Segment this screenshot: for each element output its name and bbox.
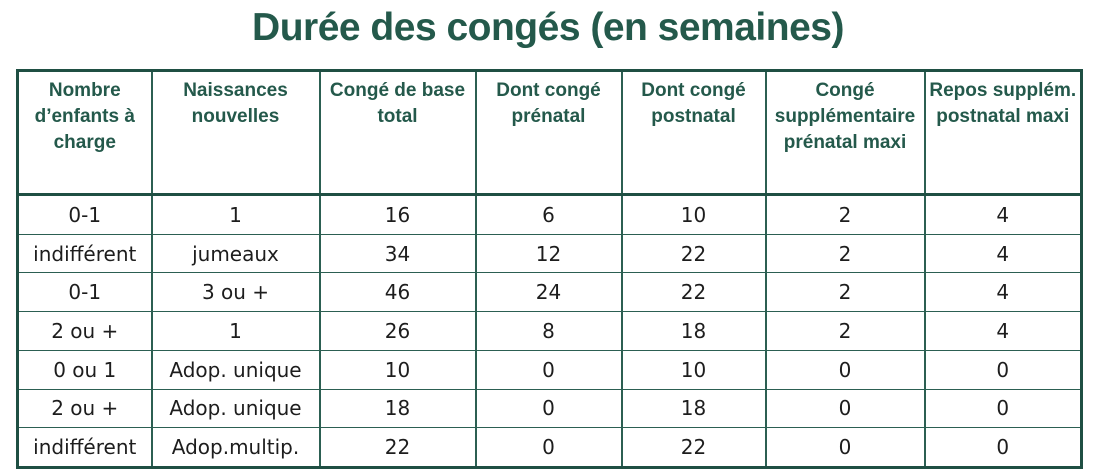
table-cell: 10 <box>620 349 766 390</box>
table-cell: 1 <box>150 194 320 235</box>
column-header: Congé de base total <box>318 70 476 196</box>
table-cell: 6 <box>474 194 622 235</box>
table-cell: 4 <box>923 311 1082 351</box>
table-cell: 12 <box>474 233 622 273</box>
table-cell: 22 <box>318 427 476 468</box>
page-title: Durée des congés (en semaines) <box>252 6 844 49</box>
table-cell: 0 ou 1 <box>17 349 152 390</box>
column-header: Dont congé postnatal <box>620 70 766 196</box>
table-cell: Adop. unique <box>150 388 320 428</box>
table-cell: 34 <box>318 233 476 273</box>
table-cell: indifférent <box>17 233 152 273</box>
table-cell: 0 <box>474 349 622 390</box>
table-cell: 18 <box>620 311 766 351</box>
table-cell: 2 <box>764 272 925 312</box>
table-cell: 18 <box>620 388 766 428</box>
table-cell: 0 <box>764 388 925 428</box>
column-header: Congé supplémentaire prénatal maxi <box>764 70 925 196</box>
table-cell: 2 <box>764 194 925 235</box>
table-cell: 10 <box>620 194 766 235</box>
table-cell: 8 <box>474 311 622 351</box>
column-header: Naissances nouvelles <box>150 70 320 196</box>
column-header: Dont congé prénatal <box>474 70 622 196</box>
table-cell: 22 <box>620 272 766 312</box>
table-cell: Adop. unique <box>150 349 320 390</box>
table-cell: 0 <box>474 427 622 468</box>
header-row: Nombre d’enfants à charge Naissances nou… <box>17 70 1082 196</box>
table-cell: 26 <box>318 311 476 351</box>
leave-duration-table: Nombre d’enfants à charge Naissances nou… <box>16 69 1083 469</box>
table-cell: 22 <box>620 427 766 468</box>
table-cell: 10 <box>318 349 476 390</box>
table-cell: 3 ou + <box>150 272 320 312</box>
table-cell: 4 <box>923 233 1082 273</box>
table-cell: 1 <box>150 311 320 351</box>
table-cell: 46 <box>318 272 476 312</box>
table-cell: 4 <box>923 272 1082 312</box>
table-row: indifférent jumeaux 34 12 22 2 4 <box>17 233 1082 273</box>
table-row: 2 ou + 1 26 8 18 2 4 <box>17 311 1082 351</box>
table-cell: 0-1 <box>17 272 152 312</box>
table-cell: 2 <box>764 311 925 351</box>
column-header: Repos supplém. postnatal maxi <box>923 70 1082 196</box>
table-cell: 2 ou + <box>17 388 152 428</box>
table-cell: Adop.multip. <box>150 427 320 468</box>
table-cell: 2 <box>764 233 925 273</box>
table-cell: 22 <box>620 233 766 273</box>
table-cell: 2 ou + <box>17 311 152 351</box>
table-row: indifférent Adop.multip. 22 0 22 0 0 <box>17 427 1082 468</box>
table-row: 0-1 3 ou + 46 24 22 2 4 <box>17 272 1082 312</box>
table-cell: indifférent <box>17 427 152 468</box>
table-cell: 0 <box>923 349 1082 390</box>
column-header: Nombre d’enfants à charge <box>17 70 152 196</box>
table-cell: 0 <box>474 388 622 428</box>
table-cell: 0 <box>764 349 925 390</box>
table-row: 0-1 1 16 6 10 2 4 <box>17 194 1082 235</box>
table-cell: 24 <box>474 272 622 312</box>
table-cell: 0 <box>923 427 1082 468</box>
table-cell: 4 <box>923 194 1082 235</box>
table-cell: 18 <box>318 388 476 428</box>
table-cell: 16 <box>318 194 476 235</box>
table-cell: 0 <box>923 388 1082 428</box>
table-row: 0 ou 1 Adop. unique 10 0 10 0 0 <box>17 349 1082 390</box>
table-cell: jumeaux <box>150 233 320 273</box>
table-row: 2 ou + Adop. unique 18 0 18 0 0 <box>17 388 1082 428</box>
table-cell: 0-1 <box>17 194 152 235</box>
table-cell: 0 <box>764 427 925 468</box>
